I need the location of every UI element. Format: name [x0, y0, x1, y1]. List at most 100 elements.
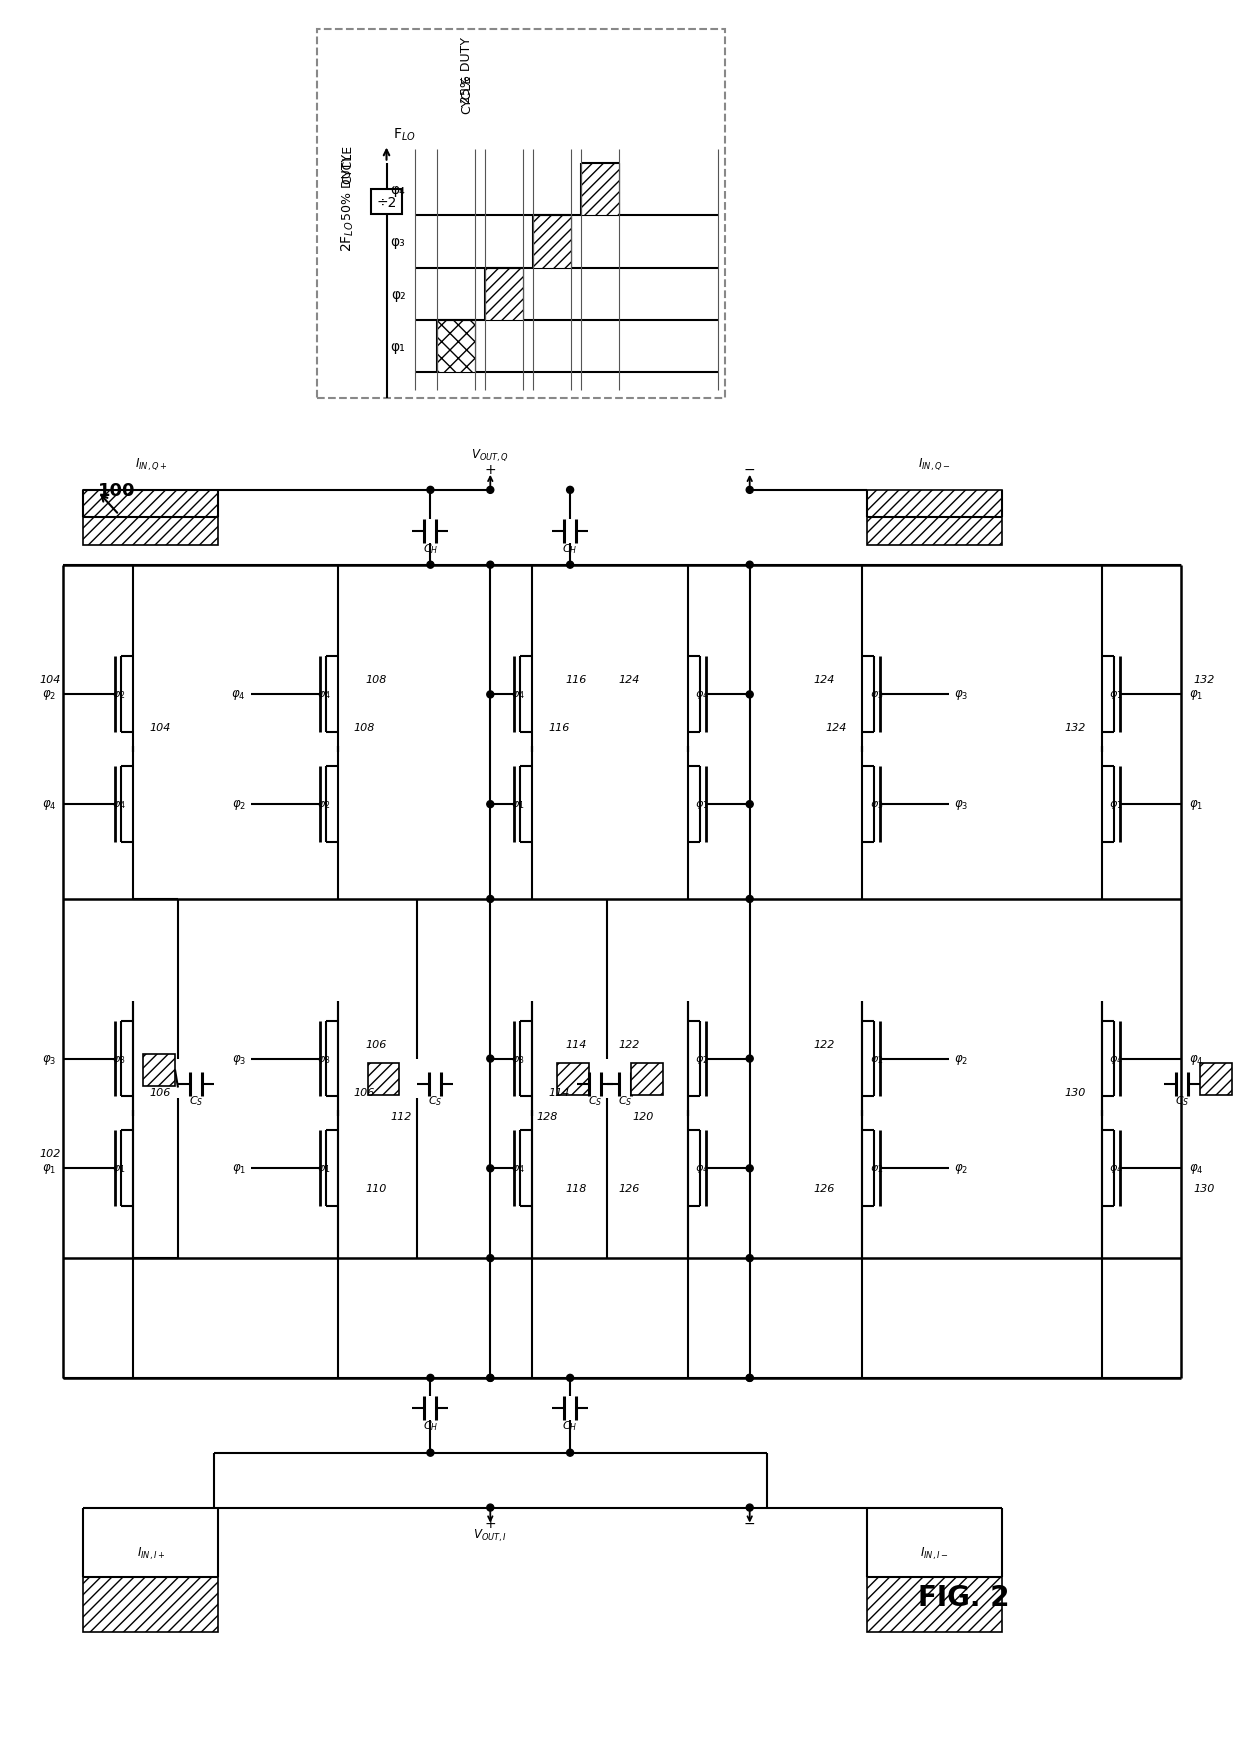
Circle shape	[746, 801, 753, 808]
Text: 130: 130	[1065, 1087, 1086, 1098]
Text: 124: 124	[813, 675, 835, 685]
Text: $\varphi_1$: $\varphi_1$	[113, 1162, 126, 1175]
Bar	[143, 1054, 175, 1086]
Text: $\varphi_2$: $\varphi_2$	[696, 1052, 708, 1065]
Circle shape	[487, 897, 494, 904]
Text: $\varphi_2$: $\varphi_2$	[869, 1162, 883, 1175]
Circle shape	[487, 1255, 494, 1262]
Bar	[316, 30, 724, 399]
Text: $\varphi_4$: $\varphi_4$	[694, 1162, 709, 1175]
Circle shape	[487, 1166, 494, 1173]
Text: $C_H$: $C_H$	[563, 542, 578, 556]
Circle shape	[746, 1374, 753, 1381]
Circle shape	[427, 488, 434, 495]
Text: $\varphi_1$: $\varphi_1$	[317, 1162, 330, 1175]
Text: 120: 120	[632, 1112, 653, 1122]
Text: −: −	[744, 1516, 755, 1530]
Text: $I_{IN,I+}$: $I_{IN,I+}$	[136, 1545, 165, 1561]
Text: $\varphi_1$: $\varphi_1$	[511, 799, 525, 811]
Text: $\varphi_2$: $\varphi_2$	[42, 689, 56, 703]
Text: 132: 132	[1194, 675, 1215, 685]
Text: $\varphi_4$: $\varphi_4$	[316, 689, 331, 701]
Text: $\varphi_2$: $\varphi_2$	[113, 689, 126, 701]
Text: 130: 130	[1194, 1183, 1215, 1194]
Text: $\varphi_1$: $\varphi_1$	[1189, 689, 1203, 703]
Text: 106: 106	[366, 1038, 387, 1049]
Text: 122: 122	[813, 1038, 835, 1049]
Text: 50% DUTY: 50% DUTY	[341, 154, 355, 220]
Text: 2F$_{LO}$: 2F$_{LO}$	[340, 220, 356, 252]
Text: 108: 108	[353, 724, 374, 732]
Text: φ₂: φ₂	[391, 288, 405, 302]
Text: 128: 128	[537, 1112, 558, 1122]
Text: 104: 104	[149, 724, 170, 732]
Text: $\varphi_3$: $\varphi_3$	[869, 799, 883, 811]
Text: FIG. 2: FIG. 2	[919, 1584, 1009, 1612]
Text: 106: 106	[353, 1087, 374, 1098]
Circle shape	[746, 1056, 753, 1063]
Text: $I_{IN,I-}$: $I_{IN,I-}$	[920, 1545, 949, 1561]
Text: $\varphi_4$: $\varphi_4$	[232, 689, 246, 703]
Text: $C_H$: $C_H$	[563, 1418, 578, 1432]
Text: 102: 102	[40, 1148, 61, 1159]
Text: $C_S$: $C_S$	[588, 1094, 603, 1108]
Text: $\varphi_2$: $\varphi_2$	[869, 1052, 883, 1065]
Circle shape	[746, 1505, 753, 1512]
Text: $\varphi_4$: $\varphi_4$	[112, 799, 126, 811]
Circle shape	[567, 561, 574, 568]
Text: 114: 114	[548, 1087, 569, 1098]
Text: 124: 124	[825, 724, 847, 732]
Circle shape	[567, 1374, 574, 1381]
Text: CYCLE: CYCLE	[341, 145, 355, 184]
Bar	[557, 1063, 589, 1094]
Text: $\varphi_1$: $\varphi_1$	[1109, 799, 1122, 811]
Circle shape	[487, 561, 494, 568]
Text: 124: 124	[619, 675, 640, 685]
Circle shape	[746, 1255, 753, 1262]
Text: $\varphi_3$: $\varphi_3$	[42, 1052, 56, 1066]
Bar	[371, 189, 403, 215]
Circle shape	[487, 1505, 494, 1512]
Circle shape	[487, 1374, 494, 1381]
Text: $I_{IN,Q+}$: $I_{IN,Q+}$	[135, 456, 167, 472]
Text: $\varphi_2$: $\varphi_2$	[232, 797, 246, 811]
Text: $\varphi_3$: $\varphi_3$	[113, 1052, 126, 1065]
Text: φ₄: φ₄	[391, 182, 405, 196]
Circle shape	[427, 561, 434, 568]
Text: +: +	[485, 463, 496, 477]
Text: $C_S$: $C_S$	[188, 1094, 203, 1108]
Text: −: −	[744, 463, 755, 477]
Text: 104: 104	[40, 675, 61, 685]
Text: $\varphi_4$: $\varphi_4$	[694, 689, 709, 701]
Text: $V_{OUT,I}$: $V_{OUT,I}$	[474, 1526, 507, 1543]
Bar	[485, 269, 523, 322]
Text: 118: 118	[565, 1183, 587, 1194]
Text: $\varphi_3$: $\varphi_3$	[869, 689, 883, 701]
Circle shape	[567, 488, 574, 495]
Text: 112: 112	[391, 1112, 412, 1122]
Circle shape	[567, 1449, 574, 1456]
Text: $\varphi_4$: $\varphi_4$	[1189, 1162, 1203, 1176]
Text: $V_{OUT,Q}$: $V_{OUT,Q}$	[471, 447, 510, 463]
Text: 126: 126	[619, 1183, 640, 1194]
Circle shape	[746, 897, 753, 904]
Text: 106: 106	[149, 1087, 170, 1098]
Text: ÷2: ÷2	[376, 196, 397, 210]
Bar	[868, 1577, 1002, 1633]
Bar	[868, 491, 1002, 545]
Text: 122: 122	[619, 1038, 640, 1049]
Circle shape	[746, 692, 753, 699]
Text: φ₃: φ₃	[391, 236, 405, 250]
Circle shape	[487, 692, 494, 699]
Text: $\varphi_3$: $\varphi_3$	[955, 797, 968, 811]
Text: $\varphi_1$: $\varphi_1$	[696, 799, 708, 811]
Text: 132: 132	[1065, 724, 1086, 732]
Text: 114: 114	[565, 1038, 587, 1049]
Text: $C_S$: $C_S$	[428, 1094, 443, 1108]
Text: CYCLE: CYCLE	[460, 75, 472, 114]
Circle shape	[427, 1374, 434, 1381]
Text: $\varphi_1$: $\varphi_1$	[1189, 797, 1203, 811]
Circle shape	[487, 1056, 494, 1063]
Circle shape	[427, 1449, 434, 1456]
Bar	[83, 1577, 218, 1633]
